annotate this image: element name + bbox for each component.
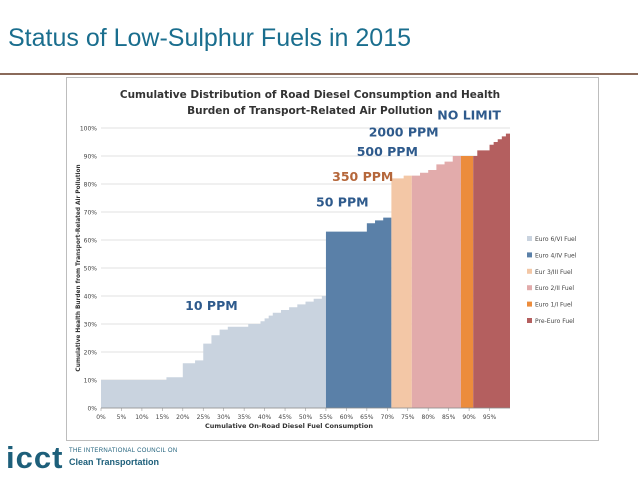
x-tick-label: 55% xyxy=(319,414,333,421)
y-tick-label: 70% xyxy=(84,210,98,217)
legend-swatch xyxy=(527,285,532,291)
y-tick-label: 60% xyxy=(84,238,98,245)
y-tick-label: 40% xyxy=(84,294,98,301)
ppm-annotation: 50 PPM xyxy=(316,194,369,209)
x-tick-label: 65% xyxy=(360,414,374,421)
ppm-annotation: 10 PPM xyxy=(185,298,238,313)
chart-svg: Cumulative Distribution of Road Diesel C… xyxy=(76,89,577,430)
logo-tagline-top: THE INTERNATIONAL COUNCIL ON xyxy=(69,448,178,454)
legend-swatch xyxy=(527,301,532,307)
ppm-annotation: 2000 PPM xyxy=(369,124,439,139)
x-tick-label: 10% xyxy=(135,414,149,421)
x-tick-label: 20% xyxy=(176,414,190,421)
legend-label: Eur 3/III Fuel xyxy=(535,269,573,276)
y-tick-label: 10% xyxy=(84,378,98,385)
y-tick-label: 50% xyxy=(84,266,98,273)
x-axis-label: Cumulative On-Road Diesel Fuel Consumpti… xyxy=(205,422,373,430)
legend-label: Euro 1/I Fuel xyxy=(535,302,573,309)
series-area-euro-1-i-fuel xyxy=(460,156,474,408)
series-area-euro-4-iv-fuel xyxy=(325,217,392,408)
x-tick-label: 40% xyxy=(258,414,272,421)
legend-label: Euro 6/VI Fuel xyxy=(535,236,577,243)
legend-label: Euro 4/IV Fuel xyxy=(535,252,577,259)
series-area-eur-3-iii-fuel xyxy=(391,175,412,408)
x-tick-label: 15% xyxy=(156,414,170,421)
legend-swatch xyxy=(527,252,532,258)
logo-tagline-bottom: Clean Transportation xyxy=(69,457,160,467)
legend-label: Pre-Euro Fuel xyxy=(535,318,575,325)
x-tick-label: 35% xyxy=(237,414,251,421)
x-tick-label: 5% xyxy=(117,414,127,421)
ppm-annotation: NO LIMIT xyxy=(437,108,501,123)
x-tick-label: 50% xyxy=(299,414,313,421)
x-tick-label: 75% xyxy=(401,414,415,421)
series-area-euro-2-ii-fuel xyxy=(411,156,461,408)
legend-swatch xyxy=(527,236,532,241)
y-axis-label: Cumulative Health Burden from Transport-… xyxy=(76,164,82,371)
chart-title-line2: Burden of Transport-Related Air Pollutio… xyxy=(187,105,433,117)
y-tick-label: 100% xyxy=(80,126,97,133)
ppm-annotation: 350 PPM xyxy=(332,169,393,184)
legend-swatch xyxy=(527,268,532,274)
chart-frame: Cumulative Distribution of Road Diesel C… xyxy=(66,77,599,441)
x-tick-label: 95% xyxy=(483,414,497,421)
x-tick-label: 25% xyxy=(197,414,211,421)
chart-title-line1: Cumulative Distribution of Road Diesel C… xyxy=(120,89,500,101)
legend-swatch xyxy=(527,318,532,323)
x-tick-label: 70% xyxy=(381,414,395,421)
x-tick-label: 0% xyxy=(96,414,106,421)
y-tick-label: 0% xyxy=(87,406,97,413)
series-area-euro-6-vi-fuel xyxy=(101,296,326,408)
x-tick-label: 80% xyxy=(422,414,436,421)
legend-label: Euro 2/II Fuel xyxy=(535,285,574,292)
title-divider xyxy=(0,73,638,75)
x-tick-label: 85% xyxy=(442,414,456,421)
y-tick-label: 30% xyxy=(84,322,98,329)
slide-title: Status of Low-Sulphur Fuels in 2015 xyxy=(8,24,412,52)
y-tick-label: 90% xyxy=(84,154,98,161)
x-tick-label: 30% xyxy=(217,414,231,421)
x-tick-label: 60% xyxy=(340,414,354,421)
y-tick-label: 20% xyxy=(84,350,98,357)
ppm-annotation: 500 PPM xyxy=(357,144,418,159)
series-area-pre-euro-fuel xyxy=(473,128,510,408)
x-tick-label: 45% xyxy=(278,414,292,421)
y-tick-label: 80% xyxy=(84,182,98,189)
logo-wordmark: icct xyxy=(6,440,64,475)
x-tick-label: 90% xyxy=(462,414,476,421)
